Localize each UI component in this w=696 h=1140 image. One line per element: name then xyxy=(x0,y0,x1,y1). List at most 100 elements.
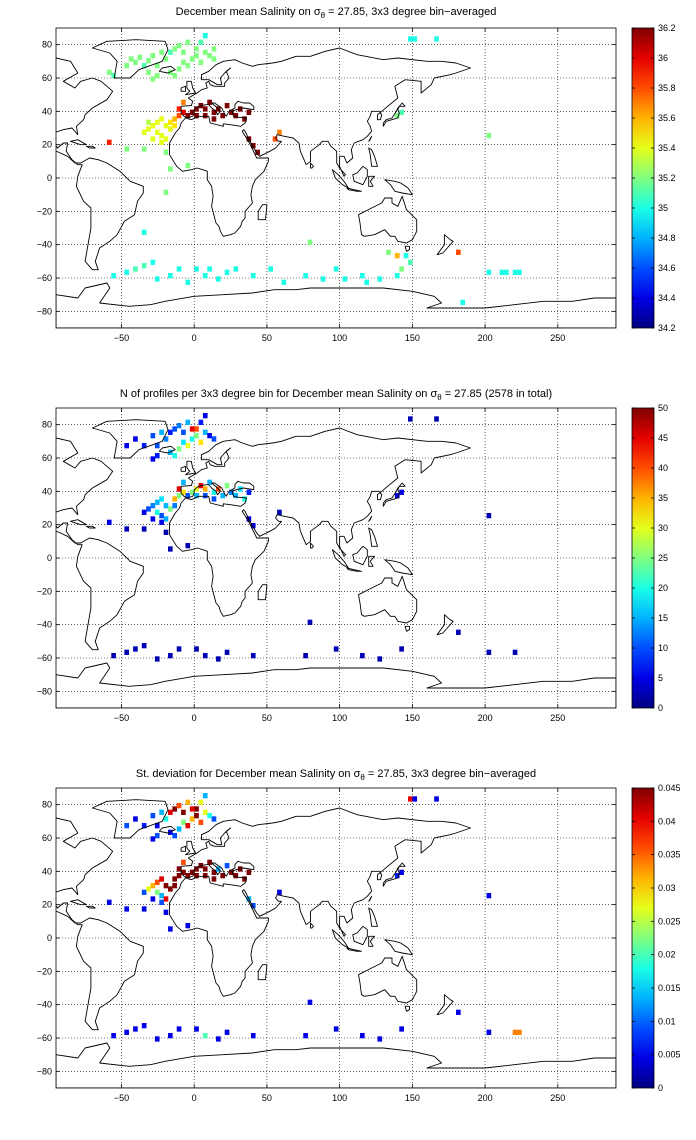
bin-cell xyxy=(172,73,178,79)
bin-cell xyxy=(499,269,505,275)
bin-cell xyxy=(207,433,212,439)
coastline xyxy=(368,555,375,567)
colorbar-tick-label: 25 xyxy=(658,553,668,563)
bin-cell xyxy=(150,836,156,842)
colorbar-tick-label: 35 xyxy=(658,203,668,213)
bin-cell xyxy=(176,646,182,652)
bin-cell xyxy=(141,263,147,269)
coastline xyxy=(382,482,406,507)
bin-cell xyxy=(216,1036,221,1042)
y-tick-label: 0 xyxy=(47,173,52,183)
bin-cell xyxy=(189,426,195,432)
colorbar-tick-label: 0 xyxy=(658,1083,663,1093)
coastline xyxy=(384,559,413,576)
coastline xyxy=(346,947,362,952)
y-tick-label: 40 xyxy=(42,866,52,876)
bin-cell xyxy=(189,806,195,812)
bin-cell xyxy=(111,273,116,279)
bin-cell xyxy=(159,809,164,815)
colorbar-tick-label: 34.4 xyxy=(658,293,676,303)
bin-cell xyxy=(399,266,404,272)
bin-cell xyxy=(194,46,199,52)
bin-cell xyxy=(456,629,461,635)
bin-cell xyxy=(207,813,212,819)
y-tick-label: 0 xyxy=(47,553,52,563)
colorbar-tick-label: 50 xyxy=(658,403,668,413)
gridlines xyxy=(56,28,616,328)
bin-cell xyxy=(194,646,199,652)
bin-cell xyxy=(408,36,413,42)
coastlines xyxy=(56,39,616,328)
bin-cell xyxy=(408,796,413,802)
bin-cell xyxy=(250,143,256,149)
bin-cell xyxy=(233,266,239,272)
bin-cell xyxy=(202,49,208,55)
bin-cell xyxy=(333,266,339,272)
colorbar-tick-label: 0 xyxy=(658,703,663,713)
bin-cell xyxy=(408,416,413,422)
bin-cell xyxy=(124,1029,130,1035)
bin-cell xyxy=(141,63,147,69)
bin-cell xyxy=(224,649,230,655)
bin-cell xyxy=(163,436,169,442)
x-tick-label: 200 xyxy=(478,713,493,723)
bin-cell xyxy=(211,876,217,882)
bin-cell xyxy=(194,106,199,112)
bin-cell xyxy=(246,869,252,875)
bin-cell xyxy=(394,253,400,259)
y-tick-label: −20 xyxy=(37,966,52,976)
bin-cell xyxy=(154,656,160,662)
colorbar-tick-label: 0.025 xyxy=(658,916,681,926)
bin-cell xyxy=(307,619,313,625)
y-tick-label: 20 xyxy=(42,520,52,530)
coastline xyxy=(382,862,406,887)
coastline xyxy=(257,964,268,981)
bin-cell xyxy=(176,113,182,119)
bin-cell xyxy=(133,436,138,442)
bin-cell xyxy=(194,813,199,819)
bin-cell xyxy=(154,499,160,505)
bin-cell xyxy=(207,479,212,485)
x-tick-label: 250 xyxy=(550,333,565,343)
bin-cell xyxy=(168,546,173,552)
bin-cell xyxy=(211,496,217,502)
bin-cell xyxy=(137,54,143,60)
bin-cell xyxy=(163,149,169,155)
bin-cell xyxy=(168,429,173,435)
colorbar-tick-label: 35 xyxy=(658,493,668,503)
x-tick-label: 0 xyxy=(192,333,197,343)
bin-cell xyxy=(128,56,134,62)
colorbar-tick-label: 34.8 xyxy=(658,233,676,243)
bin-cell xyxy=(176,873,182,879)
x-tick-label: 0 xyxy=(192,1093,197,1103)
bin-cell xyxy=(250,1033,256,1039)
colorbar-tick-label: 36 xyxy=(658,53,668,63)
bin-cell xyxy=(194,53,199,59)
bin-cell xyxy=(486,893,492,899)
colorbar-tick-label: 0.04 xyxy=(658,816,676,826)
bin-cell xyxy=(172,116,178,122)
bin-cell xyxy=(307,999,313,1005)
y-tick-label: 80 xyxy=(42,800,52,810)
coastline xyxy=(404,625,410,632)
bin-cell xyxy=(224,1029,230,1035)
bin-cell xyxy=(185,419,191,425)
x-tick-label: 250 xyxy=(550,1093,565,1103)
bin-cell xyxy=(176,486,182,492)
bin-cell xyxy=(229,489,234,495)
colorbar xyxy=(631,787,655,1089)
bin-cell xyxy=(176,266,182,272)
colorbar-tick-label: 36.2 xyxy=(658,23,676,33)
y-tick-label: −80 xyxy=(37,1066,52,1076)
bin-cell xyxy=(181,59,186,65)
colorbar xyxy=(631,407,655,709)
y-tick-label: −80 xyxy=(37,686,52,696)
x-tick-label: 200 xyxy=(478,333,493,343)
bin-cell xyxy=(202,413,208,419)
bin-cell xyxy=(303,273,308,279)
bin-cell xyxy=(512,649,518,655)
y-tick-label: 80 xyxy=(42,420,52,430)
bin-cell xyxy=(486,649,492,655)
bin-cell xyxy=(154,833,160,839)
bin-cell xyxy=(434,796,439,802)
